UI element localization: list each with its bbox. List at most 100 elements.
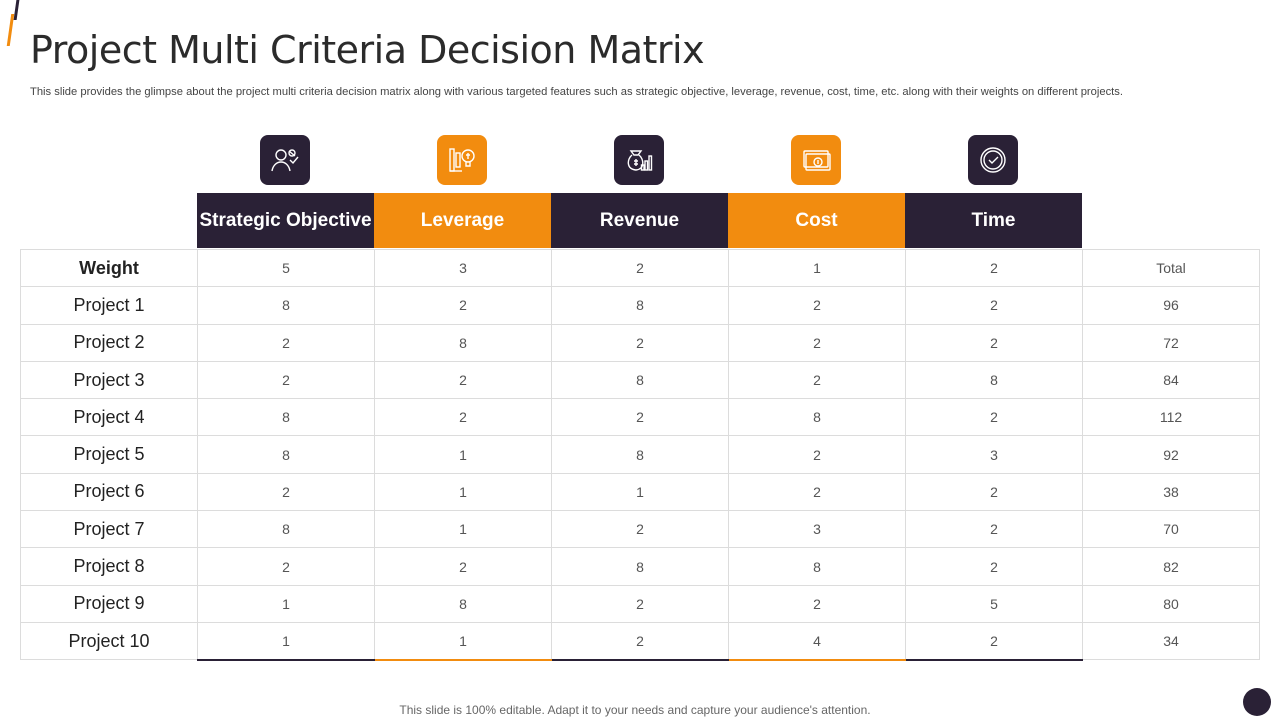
- total-cell: 80: [1082, 584, 1260, 623]
- accent-bar-decoration: [6, 0, 20, 46]
- score-cell: 2: [374, 360, 552, 400]
- header-strategic-objective: Strategic Objective: [197, 193, 374, 248]
- score-cell: 2: [905, 510, 1083, 549]
- footer-note: This slide is 100% editable. Adapt it to…: [399, 703, 871, 717]
- score-cell: 2: [197, 547, 375, 586]
- weight-label: Weight: [20, 248, 198, 288]
- project-label: Project 8: [20, 547, 198, 586]
- project-label: Project 5: [20, 435, 198, 474]
- weight-value: 2: [551, 248, 729, 288]
- score-cell: 2: [728, 323, 906, 362]
- score-cell: 5: [905, 584, 1083, 623]
- score-cell: 1: [374, 510, 552, 549]
- project-label: Project 1: [20, 286, 198, 325]
- score-cell: 8: [374, 323, 552, 362]
- project-row: Project 3 2 2 8 2 8 84: [20, 360, 1260, 400]
- project-row: Project 10 1 1 2 4 2 34: [20, 621, 1260, 661]
- score-cell: 8: [197, 398, 375, 437]
- total-cell: 38: [1082, 472, 1260, 512]
- project-row: Project 8 2 2 8 8 2 82: [20, 547, 1260, 586]
- total-cell: 92: [1082, 435, 1260, 474]
- score-cell: 2: [551, 584, 729, 623]
- total-cell: 34: [1082, 621, 1260, 661]
- weight-value: 2: [905, 248, 1083, 288]
- total-cell: 84: [1082, 360, 1260, 400]
- total-cell: 70: [1082, 510, 1260, 549]
- weight-value: 3: [374, 248, 552, 288]
- project-row: Project 1 8 2 8 2 2 96: [20, 286, 1260, 325]
- score-cell: 1: [374, 621, 552, 661]
- project-label: Project 4: [20, 398, 198, 437]
- project-row: Project 9 1 8 2 2 5 80: [20, 584, 1260, 623]
- score-cell: 3: [728, 510, 906, 549]
- cash-icon: [791, 135, 841, 185]
- score-cell: 8: [905, 360, 1083, 400]
- project-label: Project 9: [20, 584, 198, 623]
- score-cell: 2: [551, 621, 729, 661]
- project-label: Project 2: [20, 323, 198, 362]
- score-cell: 2: [197, 323, 375, 362]
- total-cell: 82: [1082, 547, 1260, 586]
- score-cell: 2: [728, 584, 906, 623]
- score-cell: 1: [551, 472, 729, 512]
- score-cell: 2: [905, 323, 1083, 362]
- score-cell: 2: [197, 360, 375, 400]
- score-cell: 1: [197, 621, 375, 661]
- header-leverage: Leverage: [374, 193, 551, 248]
- score-cell: 2: [728, 360, 906, 400]
- score-cell: 8: [197, 510, 375, 549]
- score-cell: 2: [551, 510, 729, 549]
- weight-value: 5: [197, 248, 375, 288]
- project-label: Project 7: [20, 510, 198, 549]
- project-label: Project 3: [20, 360, 198, 400]
- weight-value: 1: [728, 248, 906, 288]
- score-cell: 8: [197, 435, 375, 474]
- score-cell: 3: [905, 435, 1083, 474]
- score-cell: 8: [551, 435, 729, 474]
- score-cell: 8: [374, 584, 552, 623]
- score-cell: 4: [728, 621, 906, 661]
- strategy-person-icon: [260, 135, 310, 185]
- score-cell: 2: [905, 547, 1083, 586]
- project-row: Project 7 8 1 2 3 2 70: [20, 510, 1260, 549]
- score-cell: 2: [551, 398, 729, 437]
- score-cell: 1: [374, 472, 552, 512]
- header-revenue: Revenue: [551, 193, 728, 248]
- weight-row: Weight 5 3 2 1 2 Total: [20, 248, 1260, 288]
- score-cell: 8: [197, 286, 375, 325]
- decision-matrix-table: Weight 5 3 2 1 2 Total Project 1 8 2 8 2 2 96 P…: [20, 248, 1260, 661]
- project-row: Project 4 8 2 2 8 2 112: [20, 398, 1260, 437]
- score-cell: 8: [728, 398, 906, 437]
- total-cell: 96: [1082, 286, 1260, 325]
- project-row: Project 2 2 8 2 2 2 72: [20, 323, 1260, 362]
- header-cost: Cost: [728, 193, 905, 248]
- score-cell: 2: [374, 286, 552, 325]
- clock-icon: [968, 135, 1018, 185]
- score-cell: 2: [905, 472, 1083, 512]
- score-cell: 2: [728, 286, 906, 325]
- score-cell: 2: [374, 547, 552, 586]
- score-cell: 2: [905, 621, 1083, 661]
- score-cell: 8: [551, 547, 729, 586]
- leverage-bulb-icon: [437, 135, 487, 185]
- total-header: Total: [1082, 248, 1260, 288]
- score-cell: 2: [905, 398, 1083, 437]
- score-cell: 2: [728, 472, 906, 512]
- page-title: Project Multi Criteria Decision Matrix: [30, 28, 705, 72]
- project-row: Project 5 8 1 8 2 3 92: [20, 435, 1260, 474]
- score-cell: 2: [197, 472, 375, 512]
- accent-stripe-dark: [13, 0, 20, 20]
- score-cell: 1: [374, 435, 552, 474]
- project-row: Project 6 2 1 1 2 2 38: [20, 472, 1260, 512]
- corner-dot-decoration: [1243, 688, 1271, 716]
- page-subtitle: This slide provides the glimpse about th…: [30, 86, 1123, 98]
- score-cell: 8: [551, 286, 729, 325]
- project-label: Project 6: [20, 472, 198, 512]
- header-time: Time: [905, 193, 1082, 248]
- project-label: Project 10: [20, 621, 198, 661]
- score-cell: 8: [728, 547, 906, 586]
- score-cell: 2: [551, 323, 729, 362]
- total-cell: 112: [1082, 398, 1260, 437]
- money-bag-chart-icon: [614, 135, 664, 185]
- total-cell: 72: [1082, 323, 1260, 362]
